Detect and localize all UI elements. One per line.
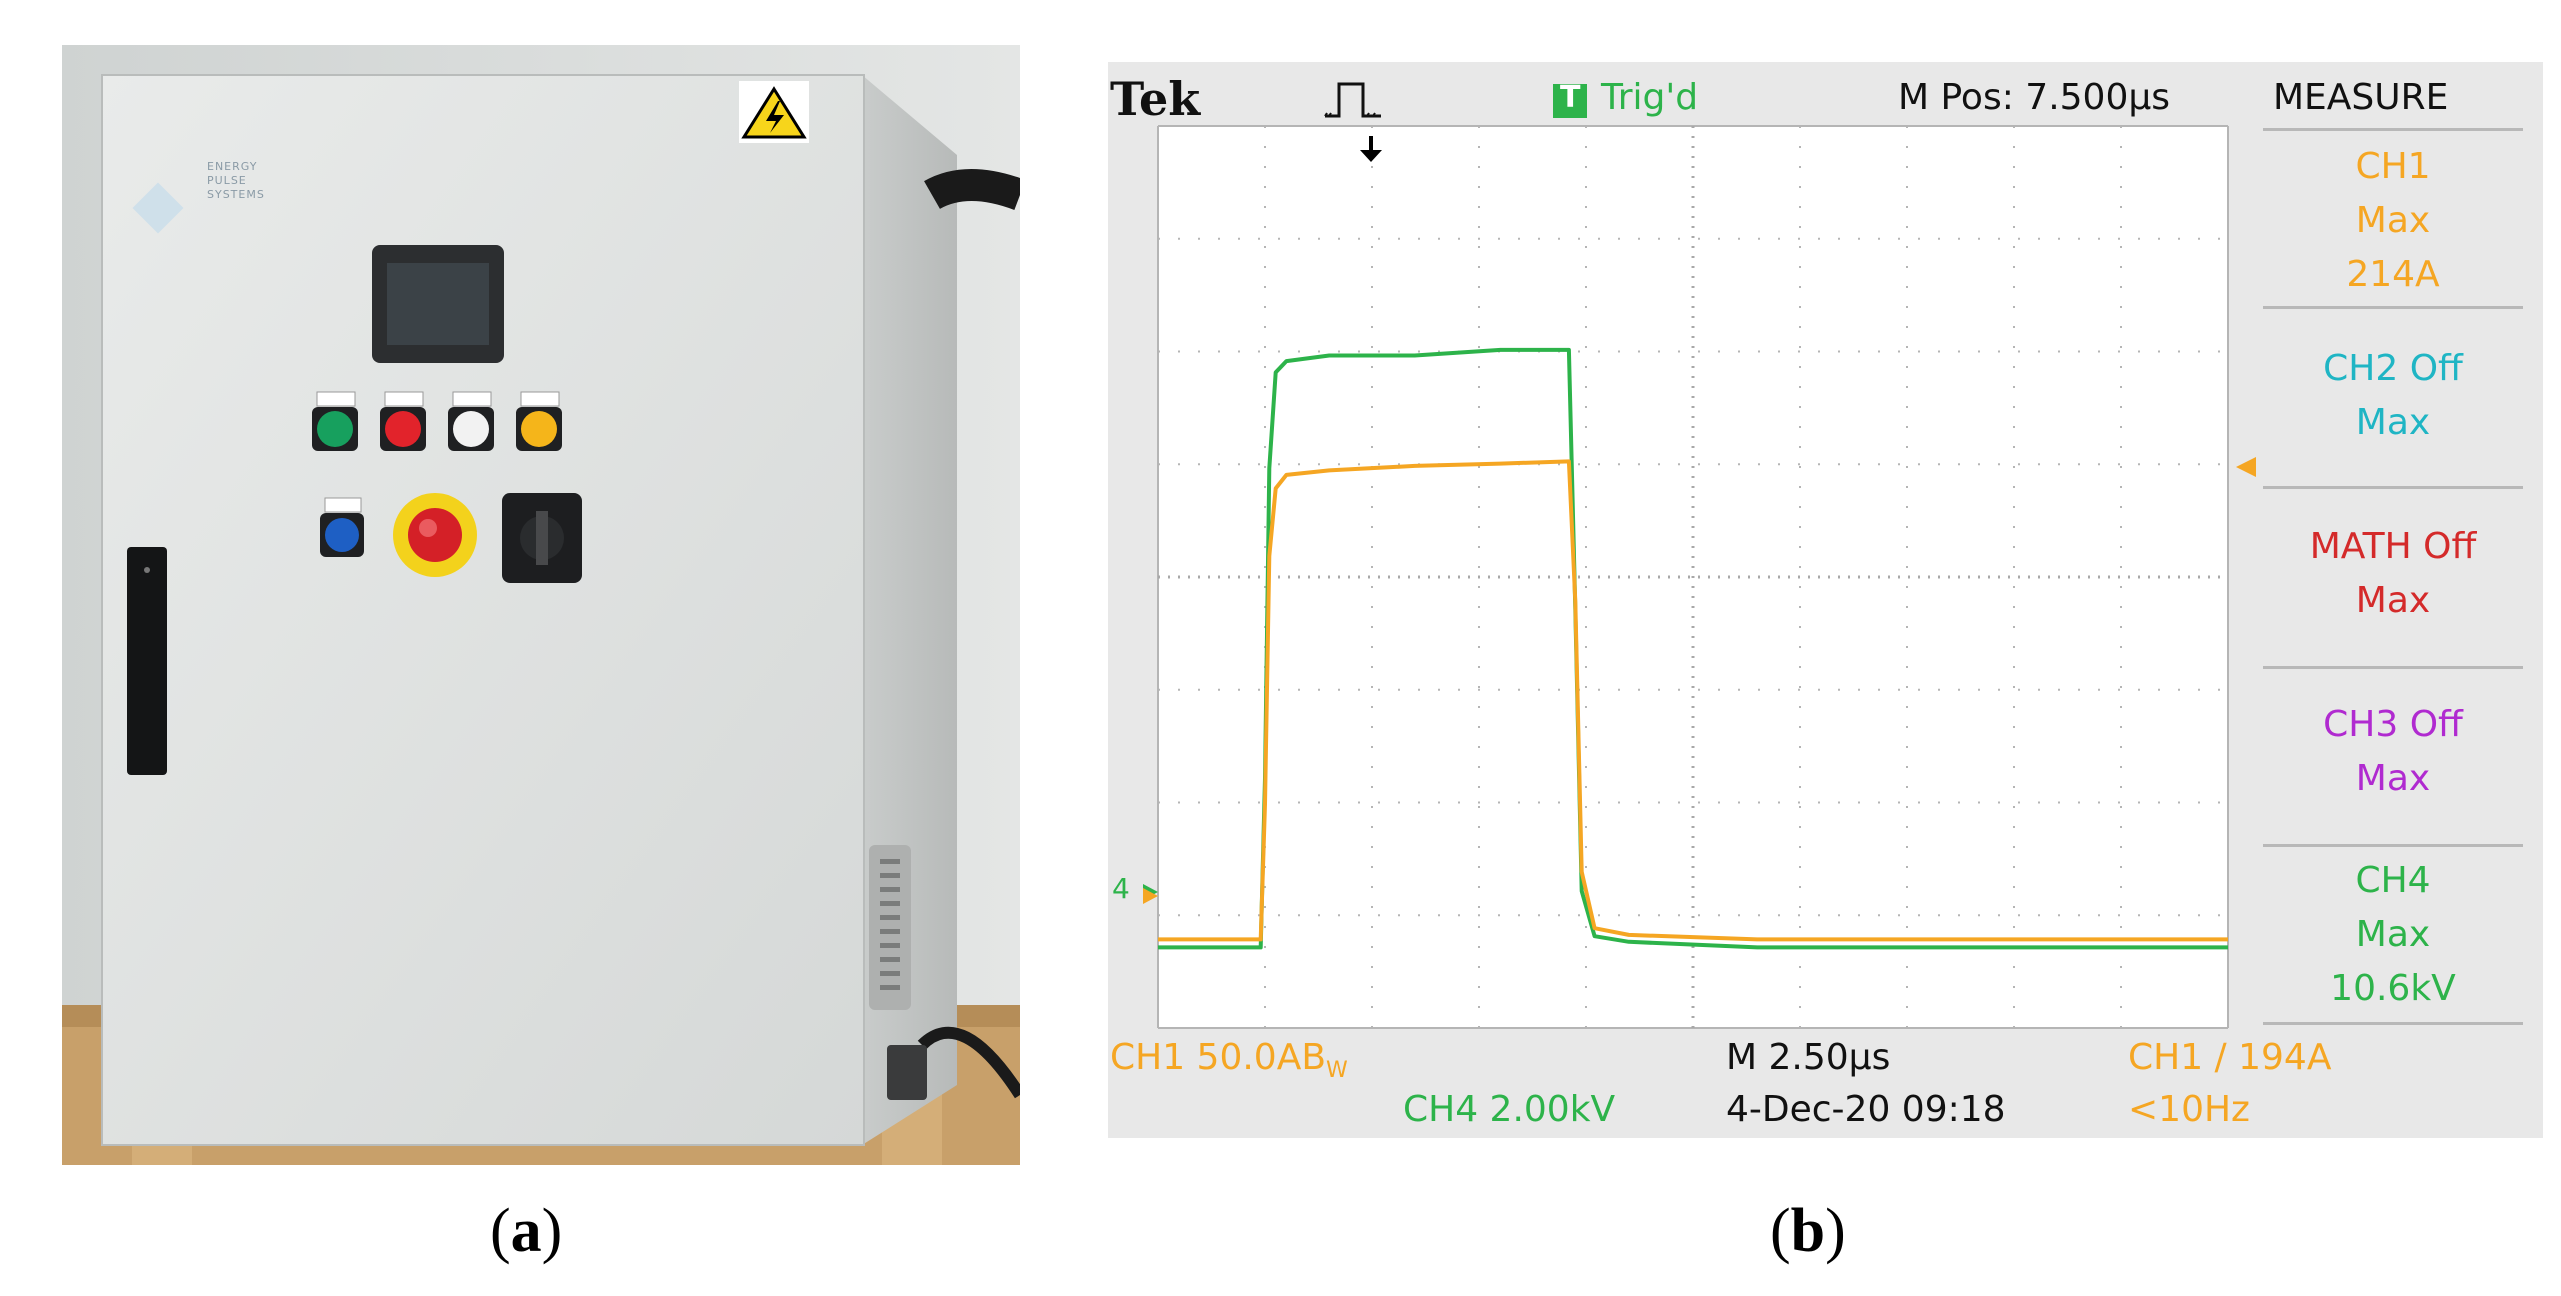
waveform-display — [1143, 125, 2256, 1029]
measure-ch2-line1: CH2 Off — [2323, 348, 2463, 389]
measure-ch1-line1: CH1 — [2355, 146, 2431, 187]
door-handle — [127, 547, 167, 775]
cable-gland — [887, 1045, 927, 1100]
measure-item-math: MATH Off Max — [2258, 520, 2528, 628]
menu-divider — [2263, 1022, 2523, 1025]
ch1-bandwidth-sub: W — [1326, 1058, 1348, 1084]
trigger-position-arrow-icon — [1360, 150, 1382, 162]
menu-divider — [2263, 666, 2523, 669]
measure-ch1-line3: 214A — [2346, 254, 2440, 295]
side-vent — [869, 845, 911, 1010]
measure-title: MEASURE — [2273, 77, 2449, 118]
ch4-scale-readout: CH4 2.00kV — [1403, 1089, 1616, 1130]
enclosure-illustration — [62, 45, 1020, 1165]
measure-math-line1: MATH Off — [2309, 526, 2477, 567]
waveform-traces — [1158, 347, 2228, 950]
company-logo-icon — [132, 182, 184, 234]
measure-item-ch2: CH2 Off Max — [2258, 342, 2528, 450]
logo-text-3: SYSTEMS — [207, 188, 265, 201]
measure-item-ch4: CH4 Max 10.6kV — [2258, 854, 2528, 1016]
panel-letter-b: b — [1790, 1197, 1826, 1265]
measure-ch2-line2: Max — [2355, 402, 2431, 443]
ch1-bandwidth-limit: B — [1301, 1037, 1327, 1078]
trace-ch1 — [1158, 459, 2228, 942]
trigger-readout: CH1 ∕ 194A — [2128, 1037, 2332, 1078]
measure-item-ch1: CH1 Max 214A — [2258, 140, 2528, 302]
ch1-scale-text: CH1 50.0A — [1110, 1037, 1302, 1078]
pilot-buttons — [312, 391, 562, 451]
brand-logo: Tek — [1110, 72, 1201, 126]
oscilloscope-screenshot: Tek T Trig'd M Pos: 7.500µs MEASURE CH1 … — [1108, 62, 2543, 1138]
measure-ch1-line2: Max — [2355, 200, 2431, 241]
measure-ch4-line3: 10.6kV — [2330, 968, 2456, 1009]
panel-label-b: (b) — [1770, 1197, 1846, 1265]
menu-divider — [2263, 844, 2523, 847]
graticule-grid — [1157, 125, 2229, 1029]
measure-ch3-line1: CH3 Off — [2323, 704, 2463, 745]
ch1-scale-readout: CH1 50.0ABW — [1110, 1040, 1348, 1082]
enclosure-door — [101, 74, 865, 1146]
date-time-readout: 4-Dec-20 09:18 — [1726, 1089, 2006, 1130]
panel-label-a: (a) — [490, 1197, 563, 1265]
measure-ch3-line2: Max — [2355, 758, 2431, 799]
trigger-level-arrow-icon — [2236, 457, 2256, 477]
timebase-readout: M 2.50µs — [1726, 1037, 1891, 1078]
trigger-pulse-icon — [1324, 82, 1381, 118]
ground-marker-label: 4 — [1112, 872, 1130, 905]
logo-text-2: PULSE — [207, 174, 247, 187]
panel-letter-a: a — [510, 1197, 542, 1265]
menu-divider — [2263, 486, 2523, 489]
measure-ch4-line2: Max — [2355, 914, 2431, 955]
enclosure-photo: ENERGY PULSE SYSTEMS — [62, 45, 1020, 1165]
ch1-ground-marker-icon — [1143, 888, 1158, 904]
power-cable-icon — [924, 169, 1020, 211]
menu-divider — [2263, 306, 2523, 309]
trigger-indicator-icon: T — [1553, 80, 1587, 118]
trigger-indicator-letter: T — [1560, 80, 1581, 115]
trigger-frequency-readout: <10Hz — [2128, 1089, 2250, 1130]
trigger-status: Trig'd — [1601, 77, 1699, 118]
measure-item-ch3: CH3 Off Max — [2258, 698, 2528, 806]
measure-math-line2: Max — [2355, 580, 2431, 621]
measure-ch4-line1: CH4 — [2355, 860, 2431, 901]
menu-divider — [2263, 128, 2523, 131]
m-pos-readout: M Pos: 7.500µs — [1898, 77, 2171, 118]
logo-text-1: ENERGY — [207, 160, 258, 173]
